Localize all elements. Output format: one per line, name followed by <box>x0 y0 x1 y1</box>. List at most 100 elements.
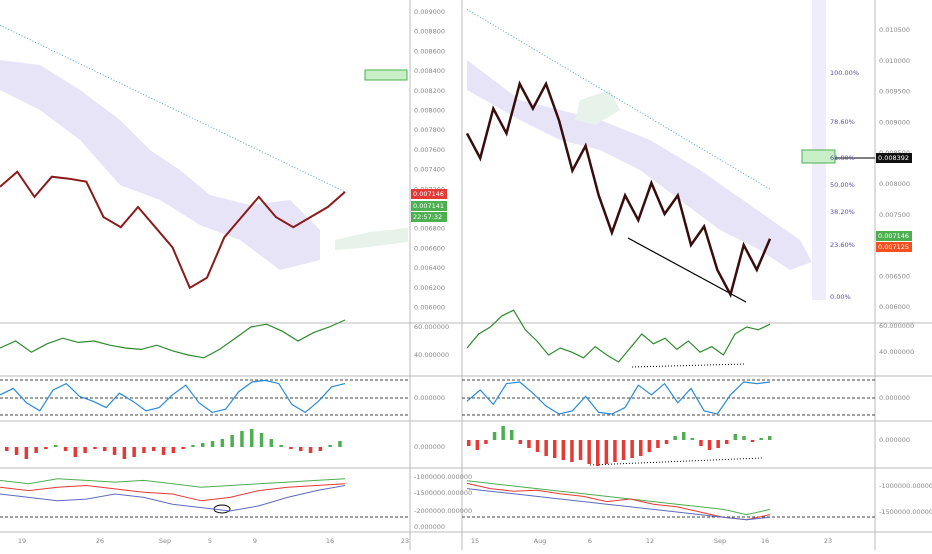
rsi-tick: 60.000000 <box>414 323 449 331</box>
macd-bar <box>639 440 643 456</box>
price-axis-label: 0.006800 <box>414 225 445 233</box>
macd-bar <box>621 440 626 460</box>
macd-bar <box>63 447 68 451</box>
macd-bar <box>699 440 703 446</box>
fib-label: 38.20% <box>830 208 855 216</box>
macd-bar <box>142 447 146 453</box>
date-label: 5 <box>208 537 212 545</box>
macd-bar <box>578 440 583 460</box>
price-axis-label: 0.006000 <box>879 303 910 311</box>
macd-bar <box>83 447 87 453</box>
macd-bar <box>750 440 755 442</box>
macd-bar <box>240 431 244 447</box>
macd-bar <box>759 438 763 440</box>
fib-label: 61.80% <box>830 154 855 162</box>
price-tag-text: 0.008392 <box>878 154 909 162</box>
price-tag <box>876 231 912 241</box>
price-axis-label: 0.007400 <box>414 166 445 174</box>
macd-bar <box>269 439 274 447</box>
cloud <box>0 60 320 270</box>
price-axis-label: 0.008000 <box>879 180 910 188</box>
macd-bar <box>279 445 283 447</box>
macd-bar <box>328 445 332 447</box>
macd-bar <box>647 440 652 452</box>
price-tag-text: 0.007146 <box>413 190 444 198</box>
series-line <box>0 319 346 359</box>
macd-bar <box>73 447 78 457</box>
macd-bar <box>768 436 772 440</box>
flow-tick: -1000000.000000 <box>414 473 472 481</box>
rsi-tick: 60.000000 <box>879 322 914 330</box>
series-line <box>0 483 346 502</box>
price-axis-label: 0.008600 <box>414 47 445 55</box>
macd-bar <box>716 440 720 448</box>
macd-bar <box>338 441 342 447</box>
price-axis-label: 0.006000 <box>414 304 445 312</box>
macd-bar <box>501 426 505 440</box>
date-label: 12 <box>646 537 654 545</box>
macd-bar <box>484 440 488 444</box>
macd-bar <box>544 440 548 456</box>
price-tag <box>876 153 912 163</box>
price-tag-text: 0.007146 <box>878 232 909 240</box>
macd-bar <box>318 447 323 451</box>
baseline <box>0 24 346 193</box>
macd-bar <box>34 447 38 453</box>
macd-bar <box>527 440 531 448</box>
cloud <box>467 60 812 270</box>
macd-bar <box>250 429 254 447</box>
macd-bar <box>613 440 617 462</box>
price-tag <box>876 242 912 252</box>
date-label: Aug <box>534 537 547 545</box>
macd-bar <box>259 433 264 447</box>
macd-bar <box>191 445 195 447</box>
date-label: 26 <box>96 537 104 545</box>
macd-bar <box>171 447 176 453</box>
price-axis-label: 0.010000 <box>879 57 910 65</box>
macd-bar <box>201 443 205 447</box>
date-label: Sep <box>714 537 726 545</box>
macd-bar <box>664 440 669 444</box>
rsi-tick: 40.000000 <box>879 348 914 356</box>
dashed-levels <box>0 379 875 518</box>
price-axis-label: 0.008000 <box>414 107 445 115</box>
flow-tick: -1500000.000000 <box>414 489 472 497</box>
price-tag <box>411 189 447 199</box>
macd-bar <box>103 447 107 451</box>
macd-bar <box>553 440 557 458</box>
series-line <box>0 379 346 414</box>
rsi-tick: 40.000000 <box>414 351 449 359</box>
macd-bar <box>535 440 540 452</box>
macd-bar <box>510 430 514 440</box>
price-axis-label: 0.009500 <box>879 88 910 96</box>
macd-bar <box>596 440 600 466</box>
macd-bar <box>707 440 712 450</box>
flow-tick: -1500000.000000 <box>879 508 932 516</box>
macd-bar <box>733 434 738 440</box>
series-line <box>0 485 346 512</box>
macd-bar <box>690 438 695 440</box>
cloud <box>335 228 408 250</box>
zone <box>364 69 408 81</box>
price-axis-label: 0.007500 <box>879 211 910 219</box>
macd-bar <box>5 447 9 451</box>
macd-bar <box>604 440 609 464</box>
macd-bar <box>492 432 497 440</box>
macd-bar <box>742 436 746 440</box>
series-line <box>465 80 772 298</box>
price-axis-label: 0.008200 <box>414 87 445 95</box>
macd-bar <box>673 436 677 440</box>
date-label: 16 <box>326 537 334 545</box>
price-tag-text: 0.007125 <box>878 243 909 251</box>
macd-bar <box>210 441 215 447</box>
macd-bar <box>161 447 166 455</box>
fib-label: 100.00% <box>830 69 859 77</box>
fib-label: 23.60% <box>830 241 855 249</box>
macd-bar <box>24 447 29 459</box>
price-axis-label: 0.009000 <box>879 118 910 126</box>
macd-bar <box>299 447 303 451</box>
series-line <box>466 488 771 521</box>
date-label: 19 <box>18 537 26 545</box>
macd-bar <box>289 447 293 449</box>
macd-bar <box>570 440 574 462</box>
